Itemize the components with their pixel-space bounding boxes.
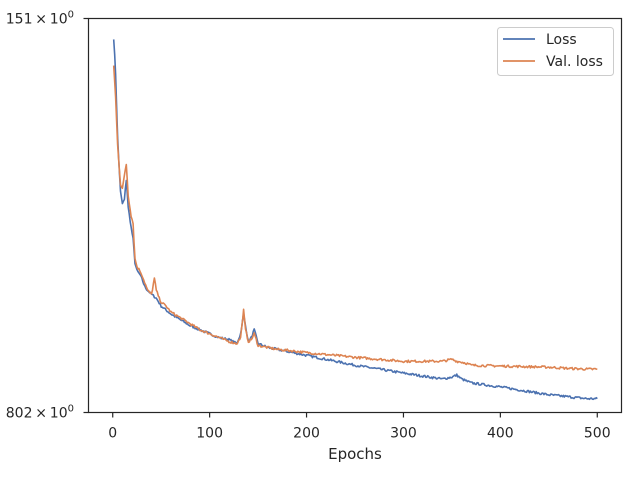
x-tick-label: 200 [293,426,320,442]
y-axis-ticks: 802 × 100 151 × 100 [6,10,89,422]
x-tick-label: 0 [108,426,117,442]
x-tick-label: 100 [196,426,223,442]
plot-lines [112,39,598,401]
legend-label-loss: Loss [546,32,577,48]
x-tick-label: 300 [390,426,417,442]
x-tick-label: 400 [487,426,514,442]
series-line-loss [112,39,598,401]
x-axis-label: Epochs [328,445,382,463]
y-tick-label: 151 × 100 [6,10,74,28]
x-axis-ticks: 0 100 200 300 400 500 [108,412,611,442]
legend: Loss Val. loss [497,27,614,76]
series-line-val-loss [112,65,598,371]
legend-label-val-loss: Val. loss [546,54,603,70]
x-tick-label: 500 [584,426,611,442]
plot-frame [87,17,623,414]
y-tick-label: 802 × 100 [6,404,74,422]
